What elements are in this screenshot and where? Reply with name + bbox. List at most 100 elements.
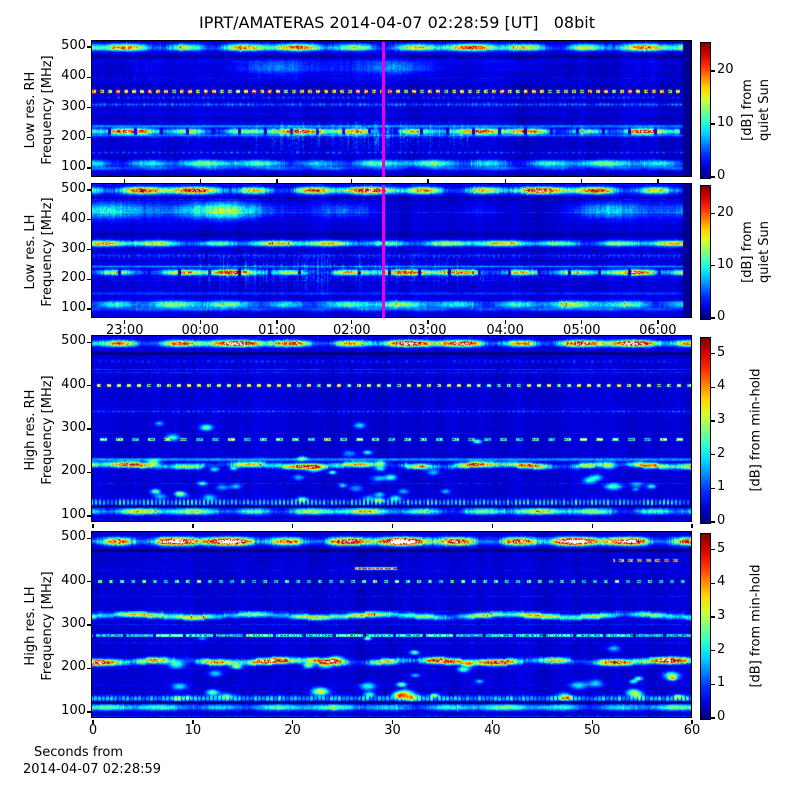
colorbar-tick-mark	[711, 123, 715, 125]
y-tick-label: 400	[61, 68, 86, 84]
colorbar-tick-mark	[711, 454, 715, 456]
x-tick-mark	[92, 523, 94, 528]
colorbar-tick-mark	[711, 265, 715, 267]
seconds-tick-label: 60	[683, 723, 701, 738]
y-tick-mark	[86, 106, 91, 109]
y-tick-label: 100	[61, 506, 86, 522]
y-tick-mark	[86, 667, 91, 670]
y-tick-label: 400	[61, 572, 86, 588]
y-tick-label: 300	[61, 420, 86, 436]
time-marker-line-top	[382, 42, 385, 177]
y-tick-label: 100	[61, 702, 86, 718]
y-tick-mark	[86, 76, 91, 78]
colorbar-tick-label: 0	[717, 709, 726, 724]
y-axis-label-line: High res. RH	[23, 389, 39, 470]
y-tick-mark	[86, 624, 91, 626]
x-tick-mark	[391, 719, 394, 724]
colorbar-tick-mark	[711, 549, 715, 551]
colorbar-tick-mark	[711, 650, 715, 652]
x-tick-mark	[691, 523, 693, 528]
colorbar-tick-label: 20	[717, 204, 734, 220]
x-tick-mark	[657, 319, 659, 324]
y-tick-label: 200	[61, 270, 86, 286]
time-tick-label: 23:00	[106, 323, 144, 338]
y-tick-label: 100	[61, 158, 86, 174]
spectrogram-canvas-high-res-rh	[92, 336, 692, 522]
y-tick-label: 300	[61, 240, 86, 256]
spectrogram-panel-low-res-rh	[91, 40, 693, 178]
x-tick-mark	[491, 719, 494, 724]
x-tick-mark	[351, 178, 353, 183]
colorbar-low-res-lh	[700, 185, 711, 320]
colorbar-tick-mark	[711, 582, 715, 585]
time-marker-line-bottom	[382, 185, 385, 318]
x-tick-mark	[92, 719, 94, 724]
colorbar-tick-mark	[711, 386, 715, 389]
time-tick-label: 00:00	[181, 323, 219, 338]
colorbar-gradient	[701, 43, 710, 178]
colorbar-tick-label: 2	[717, 445, 726, 461]
colorbar-tick-label: 4	[717, 574, 726, 590]
x-tick-mark	[391, 523, 394, 528]
y-tick-mark	[86, 189, 91, 191]
y-tick-label: 300	[61, 616, 86, 632]
colorbar-tick-label: 5	[717, 344, 726, 360]
x-tick-mark	[192, 523, 194, 528]
colorbar-tick-label: 4	[717, 378, 726, 394]
colorbar-tick-label: 1	[717, 675, 726, 691]
y-tick-label: 300	[61, 98, 86, 114]
colorbar-low-res-rh	[700, 42, 711, 179]
y-tick-label: 200	[61, 463, 86, 479]
y-tick-label: 100	[61, 300, 86, 316]
seconds-tick-label: 50	[583, 723, 601, 738]
y-tick-mark	[86, 428, 91, 430]
x-tick-mark	[199, 178, 201, 183]
y-tick-mark	[86, 580, 91, 583]
spectrogram-canvas-low-res-lh	[92, 184, 692, 318]
x-tick-mark	[581, 178, 583, 183]
colorbar-tick-mark	[711, 487, 715, 489]
spectrogram-canvas-low-res-rh	[92, 41, 692, 177]
colorbar-tick-mark	[711, 353, 715, 355]
colorbar-tick-label: 5	[717, 540, 726, 556]
colorbar-label-line: [dB] from min-hold	[748, 367, 764, 492]
x-tick-mark	[124, 319, 126, 324]
y-tick-label: 400	[61, 376, 86, 392]
x-tick-mark	[276, 319, 278, 324]
colorbar-label-line: quiet Sun	[757, 78, 772, 141]
colorbar-gradient	[701, 338, 710, 523]
colorbar-label-line: [dB] from	[740, 78, 756, 141]
seconds-tick-label: 0	[88, 723, 98, 738]
x-tick-mark	[491, 523, 494, 528]
colorbar-high-res-rh	[700, 337, 711, 524]
x-tick-mark	[199, 319, 201, 324]
seconds-tick-label: 10	[184, 723, 202, 738]
spectrogram-panel-high-res-rh	[91, 335, 693, 523]
y-tick-mark	[86, 711, 91, 713]
colorbar-tick-label: 0	[717, 513, 726, 528]
colorbar-label-line: [dB] from	[740, 220, 756, 283]
y-tick-mark	[86, 341, 91, 343]
y-tick-mark	[86, 248, 91, 251]
colorbar-tick-label: 0	[717, 309, 726, 324]
y-axis-label-line: Low res. LH	[23, 214, 39, 289]
y-tick-label: 500	[61, 333, 86, 349]
x-tick-mark	[691, 719, 693, 724]
y-tick-label: 500	[61, 529, 86, 545]
y-tick-mark	[86, 308, 91, 310]
figure-title: IPRT/AMATERAS 2014-04-07 02:28:59 [UT] 0…	[199, 13, 595, 32]
x-tick-mark	[581, 319, 583, 324]
time-tick-label: 06:00	[639, 323, 677, 338]
y-tick-label: 500	[61, 38, 86, 54]
time-tick-label: 04:00	[486, 323, 524, 338]
colorbar-tick-mark	[711, 420, 715, 422]
seconds-tick-label: 20	[284, 723, 301, 738]
colorbar-label-line: quiet Sun	[757, 220, 772, 283]
x-tick-mark	[427, 178, 429, 183]
y-tick-mark	[86, 167, 91, 169]
colorbar-tick-mark	[711, 616, 715, 618]
y-axis-label-line: Low res. RH	[23, 71, 39, 148]
spectrogram-panel-low-res-lh	[91, 183, 693, 319]
time-tick-label: 05:00	[563, 323, 601, 338]
x-tick-mark	[292, 523, 294, 528]
